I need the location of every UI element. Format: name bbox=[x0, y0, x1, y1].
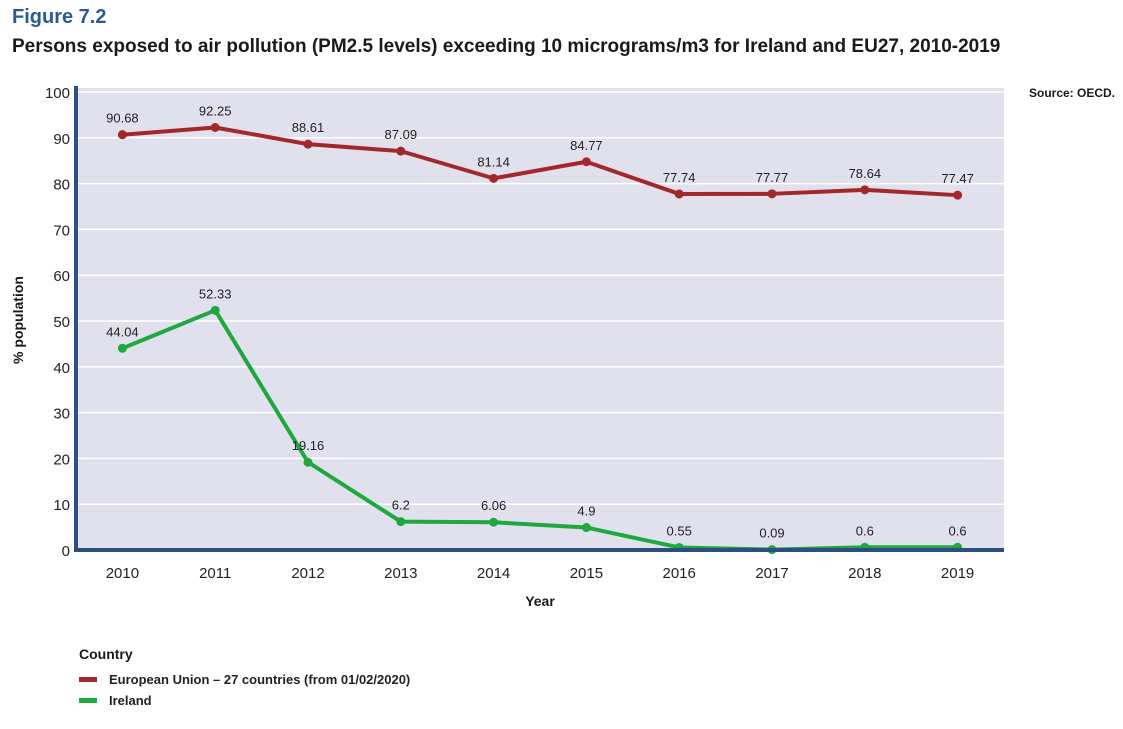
data-label: 78.64 bbox=[849, 166, 882, 181]
data-label: 81.14 bbox=[477, 154, 510, 169]
x-tick-label: 2014 bbox=[477, 565, 510, 582]
data-point bbox=[303, 139, 313, 149]
x-tick-label: 2015 bbox=[570, 565, 603, 582]
data-label: 44.04 bbox=[106, 324, 139, 339]
data-point bbox=[767, 189, 777, 199]
data-point bbox=[396, 146, 406, 156]
data-label: 77.74 bbox=[663, 170, 696, 185]
data-point bbox=[210, 305, 220, 315]
legend-swatch-ireland bbox=[79, 698, 97, 703]
x-tick-label: 2012 bbox=[291, 565, 324, 582]
x-tick-labels: 2010 2011 2012 2013 2014 2015 2016 2017 2018 2019 bbox=[106, 565, 975, 582]
legend-label-eu27: European Union – 27 countries (from 01/0… bbox=[109, 672, 411, 687]
legend-item-eu27: European Union – 27 countries (from 01/0… bbox=[79, 672, 410, 687]
y-tick-label: 10 bbox=[53, 497, 70, 514]
data-label: 6.06 bbox=[481, 498, 506, 513]
legend-title: Country bbox=[79, 646, 133, 662]
data-point bbox=[581, 523, 591, 533]
figure-label: Figure 7.2 bbox=[12, 6, 107, 28]
data-point bbox=[953, 190, 963, 200]
data-point bbox=[860, 185, 870, 195]
legend: Country European Union – 27 countries (f… bbox=[79, 646, 410, 714]
data-label: 4.9 bbox=[577, 504, 595, 519]
series-line-0 bbox=[122, 125, 958, 198]
y-tick-label: 30 bbox=[53, 406, 70, 423]
y-tick-label: 0 bbox=[62, 543, 70, 560]
data-label: 0.55 bbox=[667, 523, 692, 538]
y-tick-label: 80 bbox=[53, 177, 70, 194]
chart-title: Persons exposed to air pollution (PM2.5 … bbox=[12, 36, 1001, 57]
data-label: 6.2 bbox=[392, 498, 410, 513]
y-tick-label: 20 bbox=[53, 451, 70, 468]
data-label: 84.77 bbox=[570, 138, 603, 153]
x-tick-label: 2019 bbox=[941, 565, 974, 582]
data-label: 77.77 bbox=[756, 170, 789, 185]
data-label: 77.47 bbox=[941, 171, 974, 186]
x-tick-label: 2016 bbox=[663, 565, 696, 582]
y-tick-label: 70 bbox=[53, 222, 70, 239]
x-tick-label: 2010 bbox=[106, 565, 139, 582]
x-axis-label: Year bbox=[525, 593, 555, 609]
x-tick-label: 2011 bbox=[199, 565, 231, 582]
data-point bbox=[489, 173, 499, 183]
data-point bbox=[117, 343, 127, 353]
y-tick-label: 90 bbox=[53, 131, 70, 148]
data-point bbox=[489, 517, 499, 527]
source-note: Source: OECD. bbox=[1028, 86, 1115, 100]
y-tick-label: 50 bbox=[53, 314, 70, 331]
data-label: 19.16 bbox=[292, 438, 325, 453]
data-label: 0.09 bbox=[759, 526, 784, 541]
data-point bbox=[581, 157, 591, 167]
plot-background bbox=[76, 88, 1004, 550]
data-label: 87.09 bbox=[385, 127, 418, 142]
y-tick-label: 60 bbox=[53, 268, 70, 285]
gridlines bbox=[76, 91, 1004, 505]
legend-swatch-eu27 bbox=[79, 677, 97, 682]
legend-item-ireland: Ireland bbox=[79, 693, 410, 708]
y-tick-labels: 0 10 20 30 40 50 60 70 80 90 100 bbox=[45, 85, 70, 560]
data-label: 52.33 bbox=[199, 286, 232, 301]
x-tick-label: 2017 bbox=[755, 565, 788, 582]
data-labels: 90.68 92.25 88.61 87.09 81.14 84.77 77.74 77.77… bbox=[106, 103, 974, 540]
y-tick-label: 100 bbox=[45, 85, 70, 102]
legend-label-ireland: Ireland bbox=[109, 693, 152, 708]
data-point bbox=[303, 457, 313, 467]
y-tick-label: 40 bbox=[53, 360, 70, 377]
x-tick-label: 2018 bbox=[848, 565, 881, 582]
x-tick-label: 2013 bbox=[384, 565, 417, 582]
data-label: 88.61 bbox=[292, 120, 325, 135]
data-point bbox=[396, 517, 406, 527]
data-label: 0.6 bbox=[949, 523, 967, 538]
data-label: 0.6 bbox=[856, 523, 874, 538]
data-label: 90.68 bbox=[106, 111, 139, 126]
y-axis-label: % population bbox=[10, 276, 26, 364]
data-label: 92.25 bbox=[199, 103, 232, 118]
data-point bbox=[117, 130, 127, 140]
data-point bbox=[210, 122, 220, 132]
data-point bbox=[674, 189, 684, 199]
